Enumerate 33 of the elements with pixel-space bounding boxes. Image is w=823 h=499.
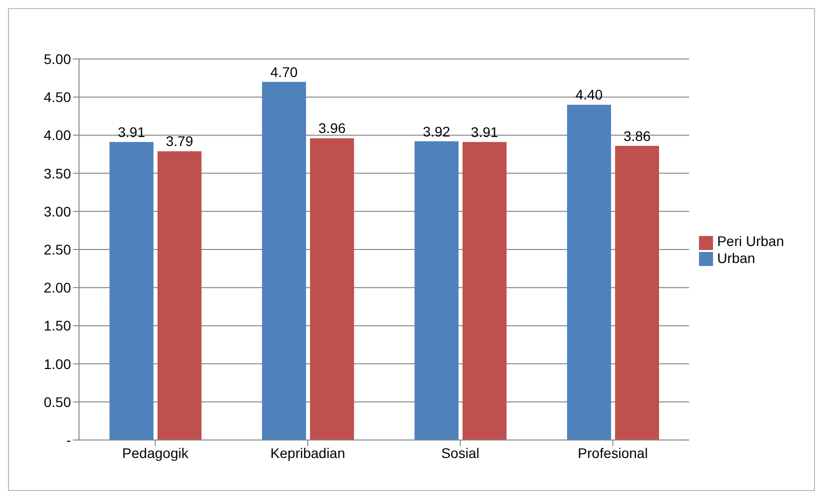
data-label: 4.70 [270, 64, 298, 80]
data-label: 3.91 [470, 124, 498, 140]
bar [615, 146, 660, 440]
y-tick-label: 2.00 [44, 280, 72, 296]
data-label: 3.91 [118, 124, 146, 140]
data-label: 3.92 [422, 123, 450, 140]
data-label: 3.86 [623, 128, 651, 144]
legend-label: Urban [717, 250, 756, 266]
y-tick-label: 3.00 [44, 203, 72, 220]
data-label: 3.96 [318, 120, 346, 136]
legend-label: Peri Urban [717, 233, 784, 250]
y-tick-label: 5.00 [44, 50, 72, 67]
bar [262, 82, 306, 440]
y-tick-label: 0.50 [44, 394, 72, 410]
bar [110, 142, 154, 440]
x-tick-label: Kepribadian [270, 444, 346, 461]
y-tick-label: 1.50 [44, 318, 72, 334]
bar [310, 138, 354, 440]
data-label: 3.79 [166, 133, 194, 150]
bar [567, 104, 612, 440]
x-tick-label: Pedagogik [122, 444, 190, 461]
bar [414, 141, 459, 440]
y-tick-label: - [66, 432, 72, 448]
bar [462, 142, 507, 440]
data-label: 4.40 [575, 86, 603, 103]
y-tick-label: 2.50 [44, 241, 72, 258]
y-tick-label: 4.50 [44, 89, 72, 106]
x-tick-label: Sosial [441, 444, 480, 461]
y-tick-label: 1.00 [44, 356, 72, 372]
y-tick-label: 3.50 [44, 165, 72, 182]
y-tick-label: 4.00 [44, 127, 72, 144]
x-tick-label: Profesional [578, 444, 648, 461]
bar [158, 151, 202, 440]
